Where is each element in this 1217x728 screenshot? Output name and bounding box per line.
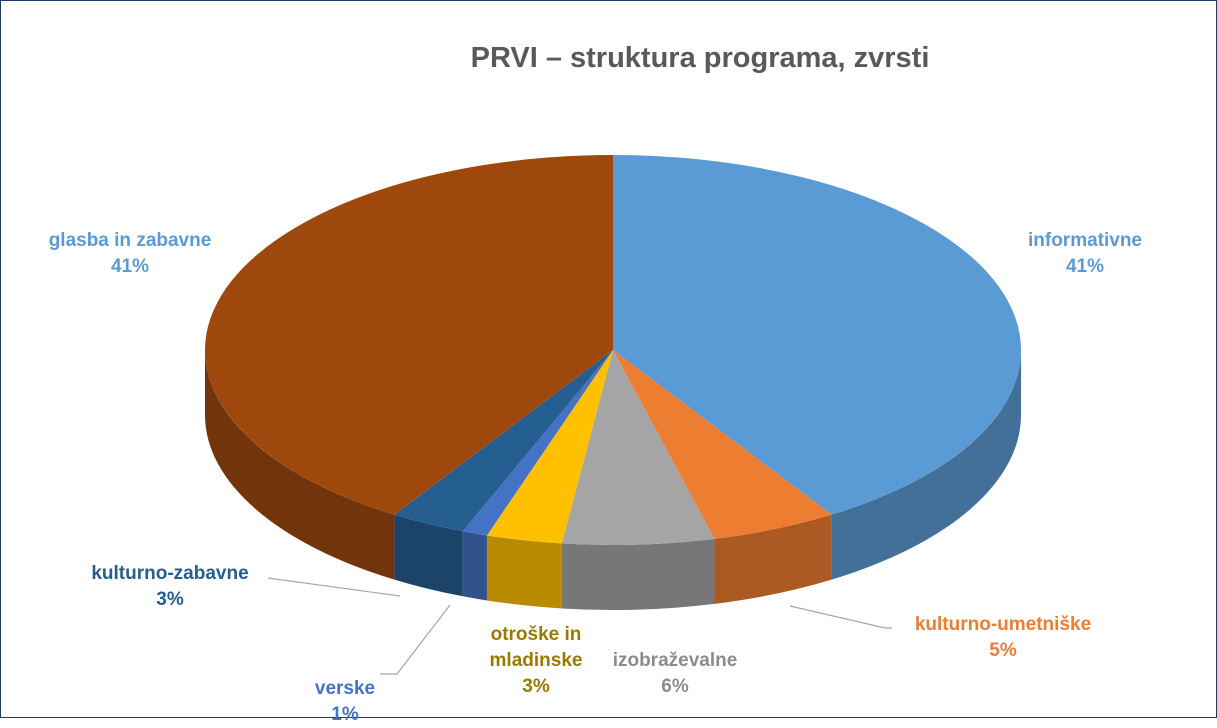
data-label: izobraževalne 6% [575,648,775,700]
value-label: 5% [989,640,1017,661]
category-label: glasba in zabavne [48,230,212,251]
leader-lines [267,577,892,675]
slice [613,350,832,539]
value-label: 3% [156,589,184,610]
data-label: kulturno-umetniške 5% [873,612,1133,664]
value-label: 3% [522,676,550,697]
slice-side [394,514,463,597]
data-label: glasba in zabavne 41% [10,228,250,280]
category-label: kulturno-zabavne [91,563,249,584]
category-label: izobraževalne [612,650,738,671]
value-label: 41% [1065,256,1105,277]
value-label: 41% [110,256,150,277]
data-label: otroške in mladinske 3% [471,622,601,700]
slice [486,350,613,544]
chart-title: PRVI – struktura programa, zvrsti [470,42,930,74]
slice-side [462,531,487,601]
leader-line [267,577,401,597]
slice-side [486,535,562,609]
category-label: verske [314,678,376,699]
category-label: kulturno-umetniške [914,614,1092,635]
slice [613,155,1021,515]
slice [462,350,613,536]
slice-side [714,514,832,604]
data-label: informativne 41% [985,228,1185,280]
slice [561,350,715,545]
slice-side [831,350,1021,580]
data-label: verske 1% [285,676,405,728]
value-label: 1% [331,704,359,725]
category-label: otroške in mladinske [489,624,583,671]
slice [394,350,613,532]
value-label: 6% [661,676,689,697]
leader-line [789,605,892,629]
leader-line [380,604,451,675]
category-label: informativne [1027,230,1143,251]
slice-side [205,350,395,580]
slice [205,155,613,515]
data-label: kulturno-zabavne 3% [60,561,280,613]
slice-side [561,538,715,610]
